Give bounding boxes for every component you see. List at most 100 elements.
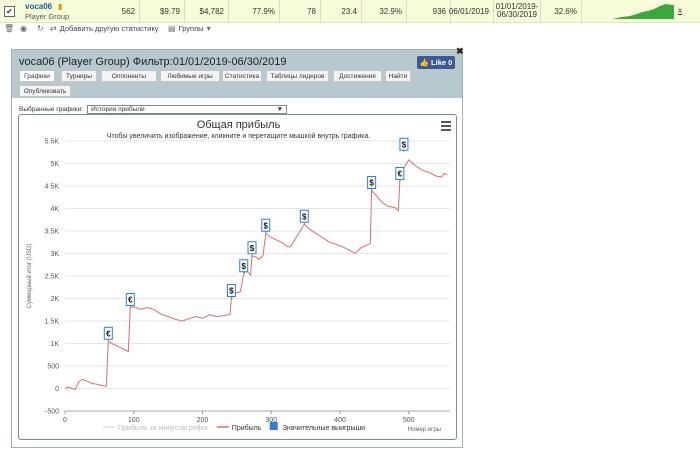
series-line-profit: [64, 159, 448, 390]
y-tick-label: 1.5K: [45, 319, 60, 326]
facebook-like-button[interactable]: 👍 Like 0: [417, 56, 455, 69]
y-tick-label: 2K: [50, 296, 59, 303]
big-win-marker: [103, 326, 113, 340]
big-win-marker: [395, 167, 405, 180]
y-tick-label: 4.5K: [45, 184, 60, 191]
stat-cell: 32.9%: [362, 0, 407, 22]
tab-8[interactable]: Опубликовать: [19, 85, 71, 97]
tab-3[interactable]: Любимые игры: [160, 70, 220, 82]
stat-cell: 77.9%: [229, 0, 280, 22]
tab-0[interactable]: Графики: [19, 70, 55, 82]
groups-dropdown[interactable]: ▤ Группы ▾: [168, 24, 211, 33]
y-tick-label: -500: [45, 409, 59, 416]
add-stat-button[interactable]: ⇄ Добавить другую статистику: [50, 24, 159, 33]
y-tick-label: 3.5K: [45, 229, 60, 236]
x-tick-label: 200: [197, 417, 209, 424]
x-tick-label: 0: [63, 417, 67, 424]
x-tick-label: 400: [334, 417, 346, 424]
marker-symbol: $: [250, 244, 255, 253]
select-checkbox[interactable]: ✔: [4, 6, 15, 17]
tab-5[interactable]: Таблицы лидеров: [266, 70, 329, 82]
legend-item: Прибыль за минусом рейка: [118, 424, 208, 432]
y-tick-label: 4K: [50, 206, 59, 213]
marker-symbol: $: [264, 221, 269, 230]
thumbs-up-icon: 👍: [419, 58, 430, 67]
big-win-marker: [239, 259, 249, 273]
panel-title: voca06 (Player Group) Фильтр:01/01/2019-…: [19, 56, 287, 68]
y-tick-label: 0: [55, 386, 59, 393]
marker-symbol: €: [398, 170, 403, 179]
y-tick-label: 1K: [50, 341, 59, 348]
panel-header: voca06 (Player Group) Фильтр:01/01/2019-…: [12, 46, 464, 98]
tab-4[interactable]: Статистика: [222, 70, 262, 82]
close-icon[interactable]: ✖: [456, 46, 464, 56]
marker-symbol: $: [229, 287, 234, 296]
chart-title: Общая прибыль: [196, 119, 281, 131]
big-win-marker: [125, 293, 135, 306]
expand-link[interactable]: x: [678, 6, 682, 15]
y-tick-label: 2.5K: [45, 274, 60, 281]
chart-select-row: Выбранные графики: История прибыли ▼: [19, 105, 288, 114]
x-tick-label: 500: [403, 417, 415, 424]
delete-icon[interactable]: 🗑: [4, 24, 15, 33]
marker-symbol: €: [128, 296, 133, 305]
hamburger-menu-icon[interactable]: [441, 121, 451, 133]
chart-container[interactable]: Общая прибыль Чтобы увеличить изображени…: [18, 114, 457, 440]
stat-cell: 23.4: [321, 0, 362, 22]
marker-symbol: $: [402, 140, 407, 149]
big-win-marker: [399, 137, 409, 151]
x-axis-label: Номер игры: [408, 427, 441, 433]
big-win-marker: [226, 284, 236, 297]
eye-icon[interactable]: ◉: [20, 24, 27, 33]
groups-label: Группы: [178, 24, 204, 33]
like-label: Like 0: [431, 58, 453, 67]
profit-sparkline: [612, 4, 674, 19]
link-icon: ⇄: [50, 24, 57, 33]
y-tick-label: 3K: [50, 251, 59, 258]
profit-chart[interactable]: -500 0 500 1K 1.5K 2K 2.5K 3K 3.5K 4K 4.5K 5K 5.5K 0 1…: [19, 115, 458, 441]
marker-symbol: €: [106, 329, 111, 338]
stat-cell: 936: [407, 0, 451, 22]
x-tick-label: 100: [128, 417, 140, 424]
player-panel: voca06 (Player Group) Фильтр:01/01/2019-…: [11, 46, 464, 448]
legend-item: Значительные выигрыши: [283, 425, 365, 432]
refresh-icon[interactable]: ↻: [37, 24, 44, 33]
marker-symbol: $: [242, 262, 247, 271]
stat-cell: 06/01/2019: [449, 0, 494, 22]
legend-item: Прибыль: [232, 424, 262, 432]
stat-cell: 562: [95, 0, 140, 22]
player-name-link[interactable]: voca06: [25, 2, 53, 11]
add-stat-label: Добавить другую статистику: [59, 24, 159, 33]
caret-down-icon: ▾: [206, 24, 211, 33]
y-tick-label: 5K: [50, 161, 59, 168]
folder-icon: ▤: [168, 24, 176, 33]
y-axis-label: Суммарный итог (USD): [26, 244, 33, 309]
stat-cell: $4,782: [185, 0, 229, 22]
marker-symbol: $: [302, 212, 307, 221]
x-tick-label: 300: [265, 417, 277, 424]
chart-subtitle: Чтобы увеличить изображение, кликните и …: [106, 133, 371, 140]
big-win-marker: [299, 209, 309, 223]
tab-7[interactable]: Найти: [385, 70, 411, 82]
big-win-marker: [261, 218, 271, 232]
stat-cell: 01/01/2019- 06/30/2019: [494, 0, 541, 22]
pin-icon[interactable]: ▮: [58, 2, 63, 11]
tab-6[interactable]: Достижения: [333, 70, 382, 82]
player-stats-row: ✔ voca06 ▮ Player Group 562 $9.79 $4,782 77…: [0, 0, 700, 23]
dropdown-arrow-icon: ▼: [276, 106, 284, 113]
marker-symbol: $: [369, 179, 374, 188]
y-tick-label: 5.5K: [45, 139, 60, 146]
big-win-marker: [247, 241, 257, 255]
select-label: Выбранные графики:: [19, 106, 84, 113]
tab-1[interactable]: Турниры: [61, 70, 97, 82]
toolbar: 🗑 ◉ ↻ ⇄ Добавить другую статистику ▤ Гру…: [0, 22, 700, 36]
big-win-marker: [367, 176, 377, 189]
stat-cell: 32.6%: [541, 0, 582, 22]
chart-select-value: История прибыли: [91, 106, 145, 113]
tab-2[interactable]: Оппоненты: [101, 70, 157, 82]
legend-swatch: [269, 422, 278, 430]
stat-cell: 78: [280, 0, 321, 22]
chart-select[interactable]: История прибыли ▼: [87, 105, 288, 114]
player-group-label: Player Group: [25, 12, 70, 21]
stat-cell: $9.79: [140, 0, 185, 22]
